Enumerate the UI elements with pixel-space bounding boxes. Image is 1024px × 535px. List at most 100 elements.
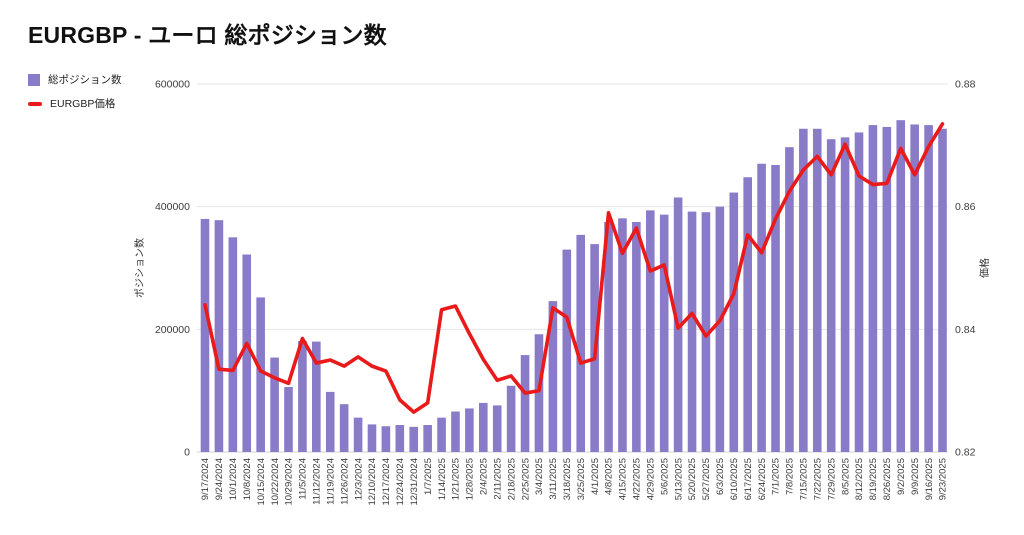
x-tick-label: 6/3/2025: [715, 458, 726, 495]
bar: [200, 218, 210, 452]
bar: [312, 341, 321, 452]
page-title: EURGBP - ユーロ 総ポジション数: [28, 22, 387, 48]
left-axis-title: ポジション数: [133, 238, 146, 298]
x-tick-label: 5/20/2025: [687, 458, 698, 500]
bar: [785, 147, 794, 453]
x-tick-label: 3/4/2025: [534, 458, 545, 495]
bar: [534, 334, 544, 452]
x-tick-label: 4/15/2025: [618, 458, 629, 500]
legend-item-positions: 総ポジション数: [28, 72, 122, 87]
bar: [409, 426, 419, 452]
x-tick-label: 11/12/2024: [312, 458, 323, 505]
x-tick-label: 5/6/2025: [659, 458, 670, 495]
x-tick-label: 1/14/2025: [437, 458, 448, 500]
x-tick-label: 6/10/2025: [729, 458, 740, 500]
bar: [826, 139, 836, 452]
bar: [339, 404, 349, 452]
bar: [840, 137, 850, 453]
x-tick-label: 10/22/2024: [270, 458, 281, 506]
bar: [228, 237, 238, 452]
bar: [938, 128, 947, 452]
bar: [562, 249, 572, 452]
left-axis-ticks: 0 200000 400000 600000: [155, 79, 190, 459]
right-tick-label: 0.82: [955, 447, 976, 459]
x-tick-label: 9/23/2025: [938, 458, 949, 500]
x-tick-label: 6/24/2025: [757, 458, 768, 500]
x-tick-label: 8/5/2025: [840, 458, 851, 495]
x-tick-label: 3/18/2025: [562, 458, 573, 500]
x-tick-label: 1/21/2025: [451, 458, 462, 500]
bar: [479, 402, 488, 452]
bar: [520, 355, 530, 452]
x-tick-label: 7/22/2025: [812, 458, 823, 500]
x-tick-label: 1/7/2025: [423, 458, 434, 495]
x-tick-label: 12/17/2024: [381, 458, 392, 506]
right-tick-label: 0.86: [955, 201, 976, 213]
bar: [576, 234, 586, 452]
bar: [729, 192, 739, 452]
x-tick-label: 8/12/2025: [854, 458, 865, 500]
legend-item-price: EURGBP価格: [28, 96, 122, 111]
bar: [284, 386, 293, 452]
x-tick-label: 11/26/2024: [339, 458, 350, 505]
x-tick-label: 7/1/2025: [771, 458, 782, 495]
x-tick-label: 4/22/2025: [632, 458, 643, 500]
bar: [757, 163, 766, 453]
x-tick-label: 12/31/2024: [409, 458, 420, 506]
x-tick-label: 10/8/2024: [242, 458, 253, 500]
bar: [423, 425, 432, 452]
bar: [812, 128, 822, 452]
x-tick-label: 9/2/2025: [896, 458, 907, 495]
bar: [270, 357, 279, 452]
bar: [701, 212, 711, 452]
bar: [325, 391, 335, 452]
legend-marker-positions-icon: [28, 73, 40, 86]
bar: [381, 426, 391, 452]
left-tick-label: 200000: [155, 324, 190, 336]
x-tick-label: 12/3/2024: [353, 458, 364, 500]
x-tick-label: 4/1/2025: [590, 458, 601, 495]
bar: [604, 222, 613, 452]
x-tick-label: 12/10/2024: [367, 458, 378, 506]
x-tick-label: 1/28/2025: [465, 458, 476, 500]
bar: [632, 222, 641, 452]
x-tick-label: 11/5/2024: [298, 458, 309, 500]
bar: [242, 254, 252, 452]
left-tick-label: 0: [184, 447, 190, 459]
bar: [353, 417, 363, 452]
bar: [492, 405, 502, 452]
legend-label-positions: 総ポジション数: [48, 74, 122, 86]
x-tick-label: 9/17/2024: [200, 458, 211, 500]
bar: [298, 340, 307, 452]
x-tick-label: 3/11/2025: [548, 458, 559, 500]
left-tick-label: 600000: [155, 79, 190, 91]
x-tick-label: 8/26/2025: [882, 458, 893, 500]
x-tick-label: 8/19/2025: [868, 458, 879, 500]
x-tick-label: 9/9/2025: [910, 458, 921, 495]
bar: [743, 177, 752, 453]
right-tick-label: 0.84: [955, 324, 976, 336]
x-tick-label: 9/16/2025: [924, 458, 935, 500]
bar: [506, 385, 516, 452]
bar: [659, 214, 669, 452]
x-tick-label: 5/13/2025: [673, 458, 684, 500]
bar: [618, 218, 627, 452]
bar: [465, 408, 474, 452]
x-tick-label: 2/25/2025: [520, 458, 531, 500]
x-tick-label: 7/8/2025: [785, 458, 796, 495]
bar: [437, 417, 446, 452]
x-tick-label: 2/18/2025: [506, 458, 517, 500]
x-tick-label: 6/17/2025: [743, 458, 754, 500]
right-axis-ticks: 0.82 0.84 0.86 0.88: [955, 79, 976, 459]
x-tick-label: 5/27/2025: [701, 458, 712, 500]
x-tick-label: 11/19/2024: [325, 458, 336, 505]
x-tick-label: 10/1/2024: [228, 458, 239, 500]
bar: [854, 132, 864, 452]
x-tick-label: 12/24/2024: [395, 458, 406, 506]
left-tick-label: 400000: [155, 201, 190, 213]
x-tick-label: 4/29/2025: [645, 458, 656, 500]
chart-legend: 総ポジション数 EURGBP価格: [28, 72, 122, 111]
x-axis-labels: 9/17/2024 9/24/2024 10/1/2024 10/8/2024 10/1…: [200, 458, 949, 506]
